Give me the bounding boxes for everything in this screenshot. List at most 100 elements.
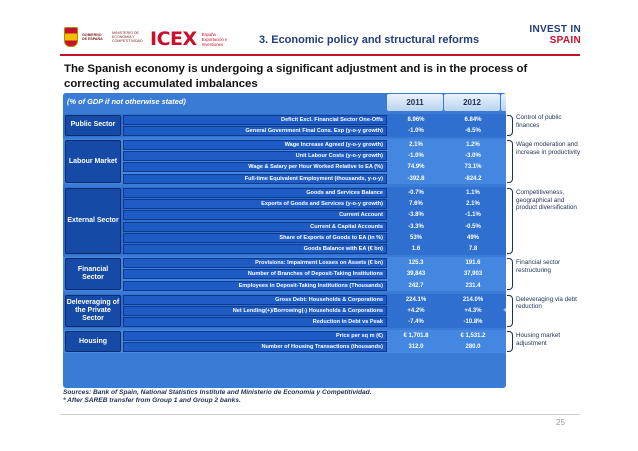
invest-line2: SPAIN bbox=[549, 35, 581, 46]
cell-value: 37,903 bbox=[463, 271, 483, 278]
table-row: Unit Labour Costs (y-o-y growth) -1.0% -3.… bbox=[123, 151, 506, 162]
annotation-text: Competitiveness, geographical and produc… bbox=[516, 189, 577, 211]
cell-value: 1.1% bbox=[466, 189, 480, 196]
row-label: Wage Increase Agreed (y-o-y growth) bbox=[123, 139, 387, 150]
brace-icon bbox=[507, 331, 513, 352]
cell-value: -3.0% bbox=[465, 153, 481, 160]
slide-headline: The Spanish economy is undergoing a sign… bbox=[64, 63, 528, 90]
cell-value: -622.8 (Q2) bbox=[502, 174, 506, 184]
cell-value: 1.2% bbox=[466, 141, 480, 148]
cell-value: 53% bbox=[409, 234, 422, 241]
cell-value: 190.6 (July) * bbox=[502, 258, 506, 268]
row-label: Unit Labour Costs (y-o-y growth) bbox=[123, 151, 387, 162]
indicators-table: (% of GDP if not otherwise stated) 2011 2… bbox=[63, 93, 506, 388]
row-label: Provisions: Impairment Losses on Assets … bbox=[123, 258, 387, 268]
cell-value: 1.3% bbox=[502, 222, 506, 232]
row-label: Current Account bbox=[123, 210, 387, 221]
cell-value: 0.58% (Aug) bbox=[502, 140, 506, 150]
cell-value: -1.0% bbox=[408, 127, 424, 134]
icex-subtitle: España Exportación e Inversiones bbox=[201, 31, 228, 47]
cell-value: -1.0% bbox=[408, 153, 424, 160]
cell-value: 70.9% (Q1) bbox=[502, 162, 506, 172]
annotation-text: Deleveraging via debt reduction bbox=[516, 295, 577, 311]
government-logo: GOBIERNO DE ESPAÑA MINISTERIO DE ECONOMÍ… bbox=[64, 27, 152, 47]
section-title: 3. Economic policy and structural reform… bbox=[259, 34, 480, 46]
row-label: Number of Housing Transactions (thousand… bbox=[123, 342, 387, 353]
cell-value: 7.8 bbox=[468, 246, 478, 253]
cell-value: +6.0% (Rolling year) bbox=[503, 307, 506, 314]
cell-value: 7.6% bbox=[409, 200, 423, 207]
cell-value: 9.2% bbox=[502, 199, 506, 209]
row-label: Employees in Deposit-Taking Institutions… bbox=[123, 280, 387, 291]
table-row: Provisions: Impairment Losses on Assets … bbox=[123, 258, 506, 268]
cell-value: 191.6 bbox=[465, 260, 481, 266]
cell-value: 289.3 (Cum. June) bbox=[502, 342, 506, 352]
cell-value: +4.2% bbox=[407, 307, 425, 314]
table-row: Wage & Salary per Hour Worked Relative t… bbox=[123, 162, 506, 173]
cell-value: 49% bbox=[466, 234, 479, 241]
cell-value: 209.4% (Q1) bbox=[502, 295, 506, 305]
table-row: Deficit Excl. Financial Sector One-Offs 8… bbox=[123, 114, 506, 125]
brace-icon bbox=[507, 140, 513, 184]
invest-line1: INVEST IN bbox=[529, 24, 581, 35]
ministry-text: MINISTERIO DE ECONOMÍA Y COMPETITIVIDAD bbox=[112, 30, 143, 44]
table-row: Net Lending(+)/Borrowing(-) Households &… bbox=[123, 305, 506, 316]
table-row: Price per sq m (€) € 1,701.8 € 1,531.2 € 1,… bbox=[123, 331, 506, 341]
year-header-2012: 2012 bbox=[444, 94, 500, 111]
brace-icon bbox=[507, 294, 513, 327]
table-row: Full-time Equivalent Employment (thousan… bbox=[123, 173, 506, 184]
row-label: Net Lending(+)/Borrowing(-) Households &… bbox=[123, 305, 387, 316]
row-label: Price per sq m (€) bbox=[123, 331, 387, 341]
section-label: Labour Market bbox=[65, 140, 121, 184]
table-row: Share of Exports of Goods to EA (in %) 53… bbox=[123, 232, 506, 243]
row-label: Full-time Equivalent Employment (thousan… bbox=[123, 173, 387, 184]
table-header: (% of GDP if not otherwise stated) 2011 2… bbox=[63, 93, 506, 112]
year-header-2013: 2013 bbox=[501, 94, 506, 111]
row-label: Goods Balance with EA (€ bn) bbox=[123, 244, 387, 255]
table-row: Goods Balance with EA (€ bn) 1.6 7.8 17.7 bbox=[123, 244, 506, 255]
table-row: General Government Final Cons. Exp (y-o-… bbox=[123, 125, 506, 136]
section-label: Financial Sector bbox=[65, 258, 121, 291]
gov-text: GOBIERNO DE ESPAÑA bbox=[82, 32, 103, 41]
cell-value: 39,843 bbox=[406, 271, 426, 278]
invest-in-spain-logo: INVEST IN SPAIN bbox=[526, 24, 581, 46]
cell-value: 214.0% bbox=[462, 296, 484, 303]
cell-value: -10.8% bbox=[502, 317, 506, 327]
section-label: Deleveraging of the Private Sector bbox=[65, 294, 121, 327]
row-label: Number of Branches of Deposit-Taking Ins… bbox=[123, 269, 387, 280]
brace-icon bbox=[507, 258, 513, 291]
row-label: Exports of Goods and Services (y-o-y gro… bbox=[123, 198, 387, 209]
annotation-text: Housing market adjustment bbox=[516, 332, 561, 347]
table-row: Reduction in Debt vs Peak -7.4% -10.8% -10.… bbox=[123, 317, 506, 328]
cell-value: -0.5% bbox=[465, 223, 481, 230]
section-label: Public Sector bbox=[65, 115, 121, 136]
footer-divider bbox=[60, 414, 580, 415]
cell-value: 280.0 bbox=[465, 344, 481, 351]
row-label: General Government Final Cons. Exp (y-o-… bbox=[123, 125, 387, 136]
cell-value: 242.7 bbox=[408, 282, 424, 289]
cell-value: -3.8% bbox=[408, 212, 424, 219]
cell-value: 0.5% bbox=[502, 210, 506, 220]
cell-value: 125.3 bbox=[408, 260, 424, 266]
cell-value: 212.7 bbox=[502, 281, 506, 291]
table-note: (% of GDP if not otherwise stated) bbox=[67, 97, 186, 106]
annotation-text: Financial sector restructuring bbox=[516, 259, 561, 274]
cell-value: 36,115 (Q2) bbox=[502, 269, 506, 279]
cell-value: -2.4% (Q2) bbox=[502, 126, 506, 136]
cell-value: € 1,401.7 (Q2) bbox=[502, 331, 506, 341]
cell-value: 74.9% bbox=[407, 164, 425, 171]
table-row: Gross Debt: Households & Corporations 224… bbox=[123, 294, 506, 305]
annotation-text: Control of public finances bbox=[516, 114, 562, 129]
icex-logo: ICEX España Exportación e Inversiones bbox=[150, 28, 238, 50]
cell-value: 312.0 bbox=[408, 344, 424, 351]
page-number: 25 bbox=[556, 418, 565, 427]
cell-value: -3.3% bbox=[408, 223, 424, 230]
cell-value: -2.3% (Q2) bbox=[502, 151, 506, 161]
cell-value: € 1,701.8 bbox=[403, 333, 429, 339]
cell-value: 6.84% bbox=[464, 116, 482, 123]
row-label: Goods and Services Balance bbox=[123, 187, 387, 198]
cell-value: -10.8% bbox=[463, 319, 483, 326]
table-row: Current Account -3.8% -1.1% 0.5% bbox=[123, 210, 506, 221]
year-header-2011: 2011 bbox=[387, 94, 443, 111]
sareb-footnote: * After SAREB transfer from Group 1 and … bbox=[63, 397, 241, 404]
